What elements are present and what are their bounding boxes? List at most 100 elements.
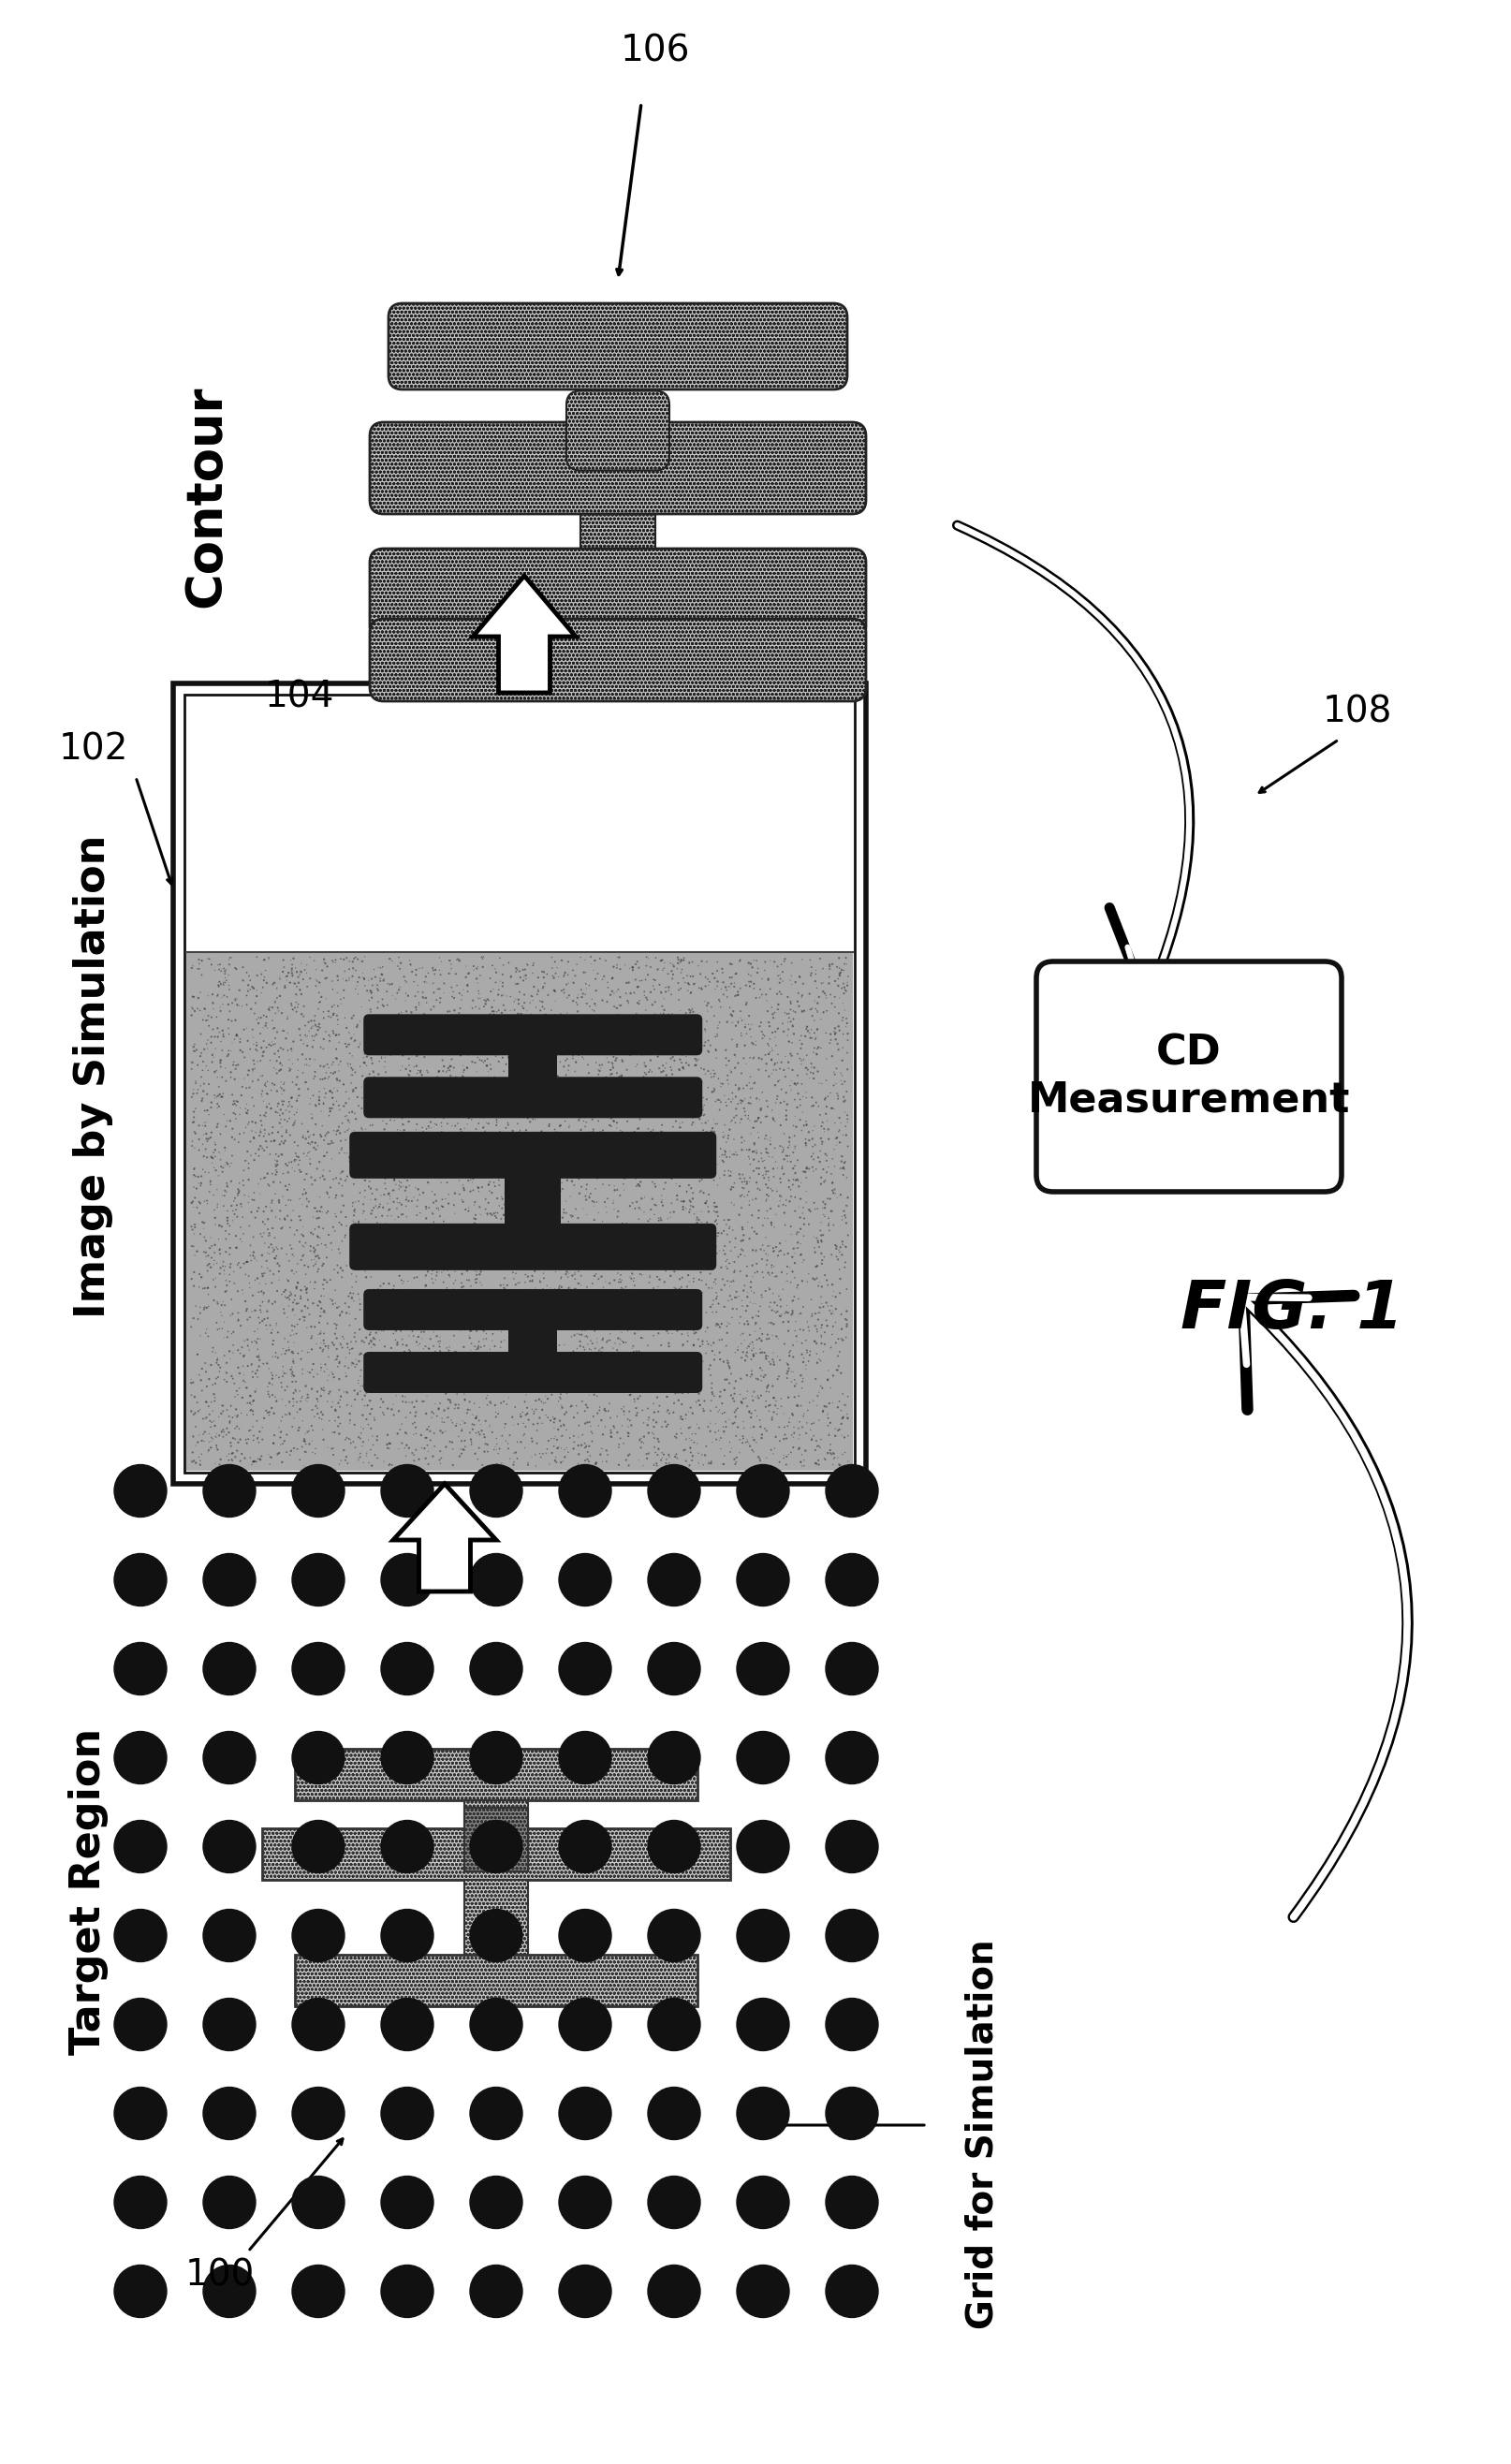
Point [666, 1217, 691, 1257]
Point [212, 963, 236, 1003]
Point [477, 1239, 502, 1279]
Point [210, 1308, 234, 1348]
Point [555, 1069, 579, 1109]
Point [772, 1234, 796, 1274]
Point [345, 1345, 369, 1385]
Point [521, 1202, 545, 1242]
Point [305, 1286, 329, 1326]
Point [295, 1153, 319, 1193]
Point [816, 1434, 840, 1473]
Point [765, 1025, 789, 1064]
Point [745, 1215, 769, 1254]
Point [766, 1318, 790, 1358]
Point [184, 1089, 209, 1129]
Point [823, 1055, 848, 1094]
Point [363, 1114, 387, 1153]
Point [692, 1050, 716, 1089]
Point [317, 1372, 341, 1412]
Point [419, 1340, 443, 1380]
Point [346, 1439, 370, 1478]
Point [361, 966, 385, 1005]
Point [245, 1402, 269, 1441]
Point [621, 1353, 645, 1392]
Point [740, 1429, 765, 1469]
Point [480, 1195, 505, 1234]
Point [204, 1077, 228, 1116]
Point [222, 1363, 246, 1402]
Point [635, 1372, 659, 1412]
Point [830, 1104, 854, 1143]
Point [694, 1294, 718, 1333]
Point [406, 1318, 431, 1358]
Point [221, 1326, 245, 1365]
Point [781, 1291, 805, 1331]
Point [251, 1057, 275, 1096]
Point [468, 1363, 493, 1402]
Point [391, 1239, 416, 1279]
Point [431, 1124, 455, 1163]
Point [316, 1326, 340, 1365]
Point [453, 1217, 477, 1257]
Point [644, 1402, 668, 1441]
Point [724, 1104, 748, 1143]
Point [591, 1321, 615, 1360]
Point [500, 1045, 524, 1084]
Point [553, 1138, 577, 1178]
Point [270, 1116, 295, 1156]
Point [823, 1015, 848, 1055]
Point [583, 986, 607, 1025]
Point [284, 983, 308, 1023]
Point [369, 1296, 393, 1335]
Point [615, 1069, 639, 1109]
Point [671, 1050, 695, 1089]
Point [834, 1385, 858, 1424]
Point [706, 1146, 730, 1185]
Point [591, 1249, 615, 1289]
Point [659, 1193, 683, 1232]
Point [823, 1323, 848, 1363]
Point [397, 1040, 422, 1079]
Point [402, 1434, 426, 1473]
Point [286, 1126, 310, 1165]
Point [326, 1015, 351, 1055]
Point [823, 988, 848, 1027]
Point [678, 991, 703, 1030]
Point [737, 1131, 762, 1170]
Point [212, 1148, 236, 1188]
Point [669, 1409, 694, 1449]
Point [547, 1294, 571, 1333]
Point [648, 1348, 672, 1387]
Point [422, 988, 446, 1027]
Point [740, 1323, 765, 1363]
Point [284, 993, 308, 1032]
Point [651, 1434, 675, 1473]
Point [583, 1000, 607, 1040]
Point [231, 1360, 255, 1400]
Point [310, 1348, 334, 1387]
Point [571, 1414, 595, 1454]
Point [491, 1291, 515, 1331]
Point [828, 1446, 852, 1486]
Point [674, 1037, 698, 1077]
Point [778, 1170, 802, 1210]
Point [514, 1407, 538, 1446]
Point [694, 966, 718, 1005]
Point [668, 1165, 692, 1205]
Point [464, 1343, 488, 1382]
Point [662, 1382, 686, 1422]
Point [387, 1027, 411, 1067]
Point [302, 1306, 326, 1345]
Point [793, 1350, 817, 1390]
Point [299, 1318, 323, 1358]
Point [559, 1338, 583, 1377]
Point [230, 1434, 254, 1473]
Point [604, 995, 629, 1035]
Point [775, 1437, 799, 1476]
Point [804, 1432, 828, 1471]
Point [242, 1173, 266, 1212]
Point [616, 1136, 641, 1175]
Point [692, 1084, 716, 1124]
Point [396, 1055, 420, 1094]
Point [490, 1136, 514, 1175]
Point [190, 1042, 215, 1082]
